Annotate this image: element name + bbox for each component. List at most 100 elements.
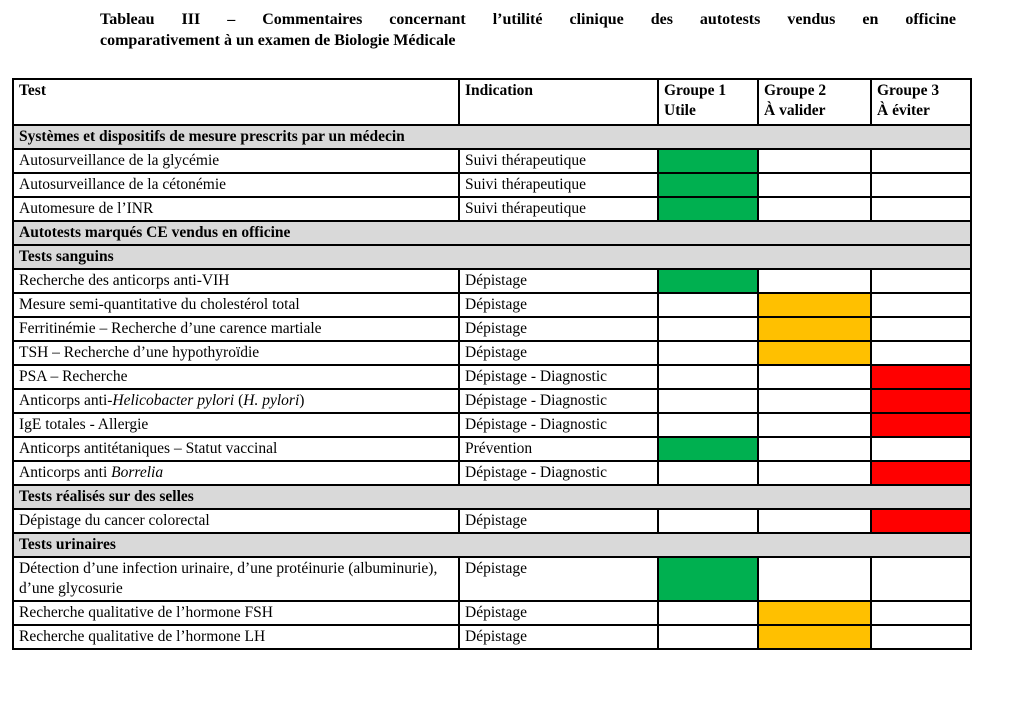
groupe-1-cell — [657, 340, 759, 366]
table-row: Anticorps anti-Helicobacter pylori (H. p… — [12, 388, 972, 414]
groupe-3-cell — [870, 556, 972, 602]
section-label: Tests urinaires — [12, 532, 972, 558]
groupe-2-cell — [757, 196, 872, 222]
section-label: Tests réalisés sur des selles — [12, 484, 972, 510]
groupe-1-cell — [657, 436, 759, 462]
groupe-2-cell — [757, 508, 872, 534]
test-name-cell: IgE totales - Allergie — [12, 412, 460, 438]
section-row: Autotests marqués CE vendus en officine — [12, 220, 972, 246]
groupe-3-cell — [870, 316, 972, 342]
groupe-3-cell — [870, 340, 972, 366]
table-row: Anticorps anti Borrelia Dépistage - Diagn… — [12, 460, 972, 486]
indication-cell: Dépistage — [458, 316, 659, 342]
groupe-2-cell — [757, 340, 872, 366]
test-name-cell: Automesure de l’INR — [12, 196, 460, 222]
table-row: Dépistage du cancer colorectal Dépistage — [12, 508, 972, 534]
groupe-2-cell — [757, 600, 872, 626]
indication-cell: Suivi thérapeutique — [458, 196, 659, 222]
indication-cell: Dépistage — [458, 556, 659, 602]
groupe-1-cell — [657, 364, 759, 390]
test-name-cell: Anticorps antitétaniques – Statut vaccin… — [12, 436, 460, 462]
column-header-indication: Indication — [458, 78, 659, 126]
test-name-cell: PSA – Recherche — [12, 364, 460, 390]
test-name-cell: Anticorps anti Borrelia — [12, 460, 460, 486]
indication-cell: Dépistage - Diagnostic — [458, 412, 659, 438]
test-name-cell: Anticorps anti-Helicobacter pylori (H. p… — [12, 388, 460, 414]
groupe-1-cell — [657, 412, 759, 438]
table-row: Recherche qualitative de l’hormone FSH Dé… — [12, 600, 972, 626]
groupe-2-cell — [757, 436, 872, 462]
groupe-3-cell — [870, 600, 972, 626]
groupe-3-cell — [870, 624, 972, 650]
test-name-cell: Autosurveillance de la cétonémie — [12, 172, 460, 198]
table-row: Autosurveillance de la cétonémie Suivi th… — [12, 172, 972, 198]
indication-cell: Dépistage - Diagnostic — [458, 364, 659, 390]
indication-cell: Dépistage — [458, 340, 659, 366]
groupe-3-cell — [870, 436, 972, 462]
test-name-cell: Autosurveillance de la glycémie — [12, 148, 460, 174]
groupe-2-cell — [757, 268, 872, 294]
groupe-2-cell — [757, 412, 872, 438]
table-row: Détection d’une infection urinaire, d’un… — [12, 556, 972, 602]
groupe-1-cell — [657, 388, 759, 414]
groupe-3-cell — [870, 508, 972, 534]
indication-cell: Prévention — [458, 436, 659, 462]
groupe-3-cell — [870, 292, 972, 318]
groupe-1-cell — [657, 600, 759, 626]
groupe-2-cell — [757, 624, 872, 650]
table-row: Mesure semi-quantitative du cholestérol … — [12, 292, 972, 318]
groupe-3-cell — [870, 388, 972, 414]
table-row: Autosurveillance de la glycémie Suivi thé… — [12, 148, 972, 174]
groupe-1-cell — [657, 292, 759, 318]
test-name-cell: Mesure semi-quantitative du cholestérol … — [12, 292, 460, 318]
groupe-2-cell — [757, 316, 872, 342]
groupe-2-cell — [757, 388, 872, 414]
groupe-1-cell — [657, 460, 759, 486]
column-header-test: Test — [12, 78, 460, 126]
section-row: Systèmes et dispositifs de mesure prescr… — [12, 124, 972, 150]
groupe-3-cell — [870, 172, 972, 198]
groupe-1-cell — [657, 196, 759, 222]
table-row: Anticorps antitétaniques – Statut vaccin… — [12, 436, 972, 462]
page-title-line2: comparativement à un examen de Biologie … — [100, 32, 456, 49]
groupe-1-cell — [657, 316, 759, 342]
table-row: Ferritinémie – Recherche d’une carence m… — [12, 316, 972, 342]
groupe-2-cell — [757, 556, 872, 602]
section-label: Autotests marqués CE vendus en officine — [12, 220, 972, 246]
indication-cell: Dépistage — [458, 624, 659, 650]
test-name-cell: Recherche qualitative de l’hormone LH — [12, 624, 460, 650]
table-row: TSH – Recherche d’une hypothyroïdie Dépis… — [12, 340, 972, 366]
test-name-cell: Détection d’une infection urinaire, d’un… — [12, 556, 460, 602]
section-row: Tests réalisés sur des selles — [12, 484, 972, 510]
table-row: Automesure de l’INR Suivi thérapeutique — [12, 196, 972, 222]
test-name-cell: Recherche des anticorps anti-VIH — [12, 268, 460, 294]
indication-cell: Dépistage - Diagnostic — [458, 460, 659, 486]
column-header-groupe-1: Groupe 1 Utile — [657, 78, 759, 126]
table-row: Recherche des anticorps anti-VIH Dépistag… — [12, 268, 972, 294]
indication-cell: Suivi thérapeutique — [458, 172, 659, 198]
groupe-1-cell — [657, 148, 759, 174]
indication-cell: Dépistage — [458, 292, 659, 318]
groupe-2-cell — [757, 148, 872, 174]
section-row: Tests urinaires — [12, 532, 972, 558]
groupe-2-cell — [757, 292, 872, 318]
table-body: Systèmes et dispositifs de mesure prescr… — [12, 124, 972, 650]
groupe-1-cell — [657, 172, 759, 198]
groupe-2-cell — [757, 364, 872, 390]
groupe-2-cell — [757, 460, 872, 486]
test-name-cell: TSH – Recherche d’une hypothyroïdie — [12, 340, 460, 366]
test-name-cell: Ferritinémie – Recherche d’une carence m… — [12, 316, 460, 342]
groupe-3-cell — [870, 460, 972, 486]
test-name-cell: Recherche qualitative de l’hormone FSH — [12, 600, 460, 626]
section-row: Tests sanguins — [12, 244, 972, 270]
table-row: IgE totales - Allergie Dépistage - Diagno… — [12, 412, 972, 438]
test-name-cell: Dépistage du cancer colorectal — [12, 508, 460, 534]
indication-cell: Dépistage - Diagnostic — [458, 388, 659, 414]
groupe-3-cell — [870, 268, 972, 294]
groupe-1-cell — [657, 268, 759, 294]
indication-cell: Suivi thérapeutique — [458, 148, 659, 174]
